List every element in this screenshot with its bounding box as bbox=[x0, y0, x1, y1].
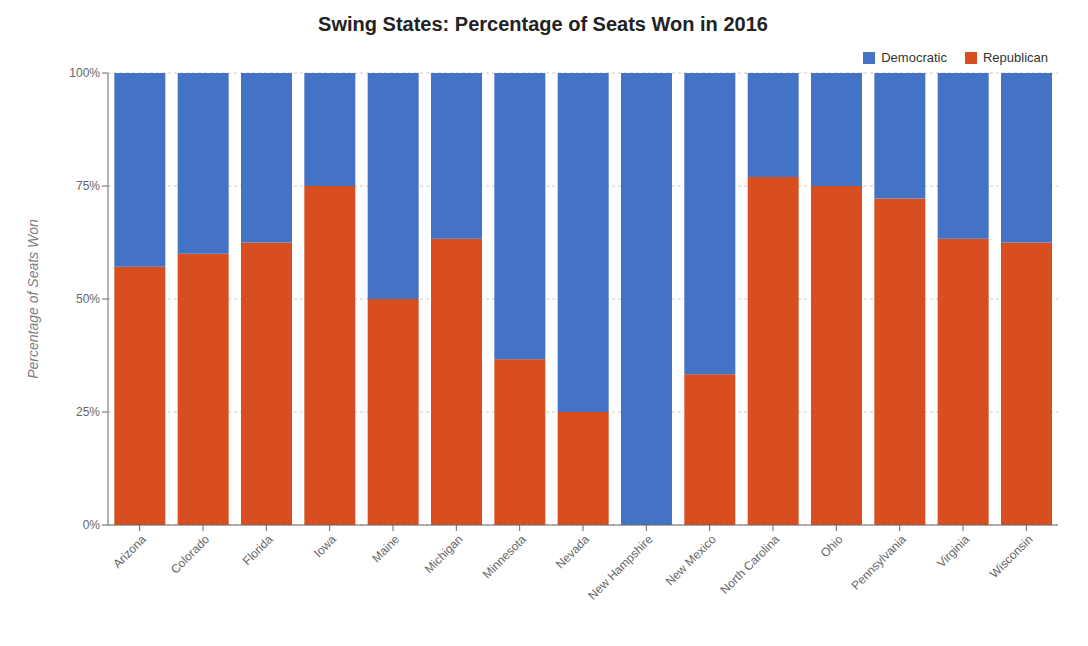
html-text:Swing States: Percentage of Se: Swing States: Percentage of Seats Won in… bbox=[318, 13, 768, 35]
html-text:Republican: Republican bbox=[983, 50, 1048, 65]
svg-text:Virginia: Virginia bbox=[934, 532, 972, 570]
svg-text:Wisconsin: Wisconsin bbox=[987, 532, 1036, 581]
svg-text:Nevada: Nevada bbox=[553, 532, 592, 571]
svg-text:Florida: Florida bbox=[240, 532, 276, 568]
svg-text:25%: 25% bbox=[76, 405, 100, 419]
svg-text:Pennsylvania: Pennsylvania bbox=[848, 532, 909, 593]
svg-text:North Carolina: North Carolina bbox=[718, 532, 783, 597]
svg-text:Ohio: Ohio bbox=[818, 532, 846, 560]
svg-text:75%: 75% bbox=[76, 179, 100, 193]
svg-text:50%: 50% bbox=[76, 292, 100, 306]
svg-text:Maine: Maine bbox=[369, 532, 402, 565]
svg-text:New Mexico: New Mexico bbox=[663, 532, 719, 588]
svg-text:New Hampshire: New Hampshire bbox=[585, 532, 655, 602]
svg-text:Percentage of Seats Won: Percentage of Seats Won bbox=[25, 219, 41, 379]
svg-text:Iowa: Iowa bbox=[311, 532, 339, 560]
svg-text:0%: 0% bbox=[83, 518, 101, 532]
svg-text:Colorado: Colorado bbox=[168, 532, 213, 577]
svg-text:Arizona: Arizona bbox=[110, 532, 149, 571]
html-text:Democratic: Democratic bbox=[881, 50, 947, 65]
svg-text:100%: 100% bbox=[69, 66, 100, 80]
svg-text:Minnesota: Minnesota bbox=[480, 532, 529, 581]
svg-text:Michigan: Michigan bbox=[422, 532, 466, 576]
